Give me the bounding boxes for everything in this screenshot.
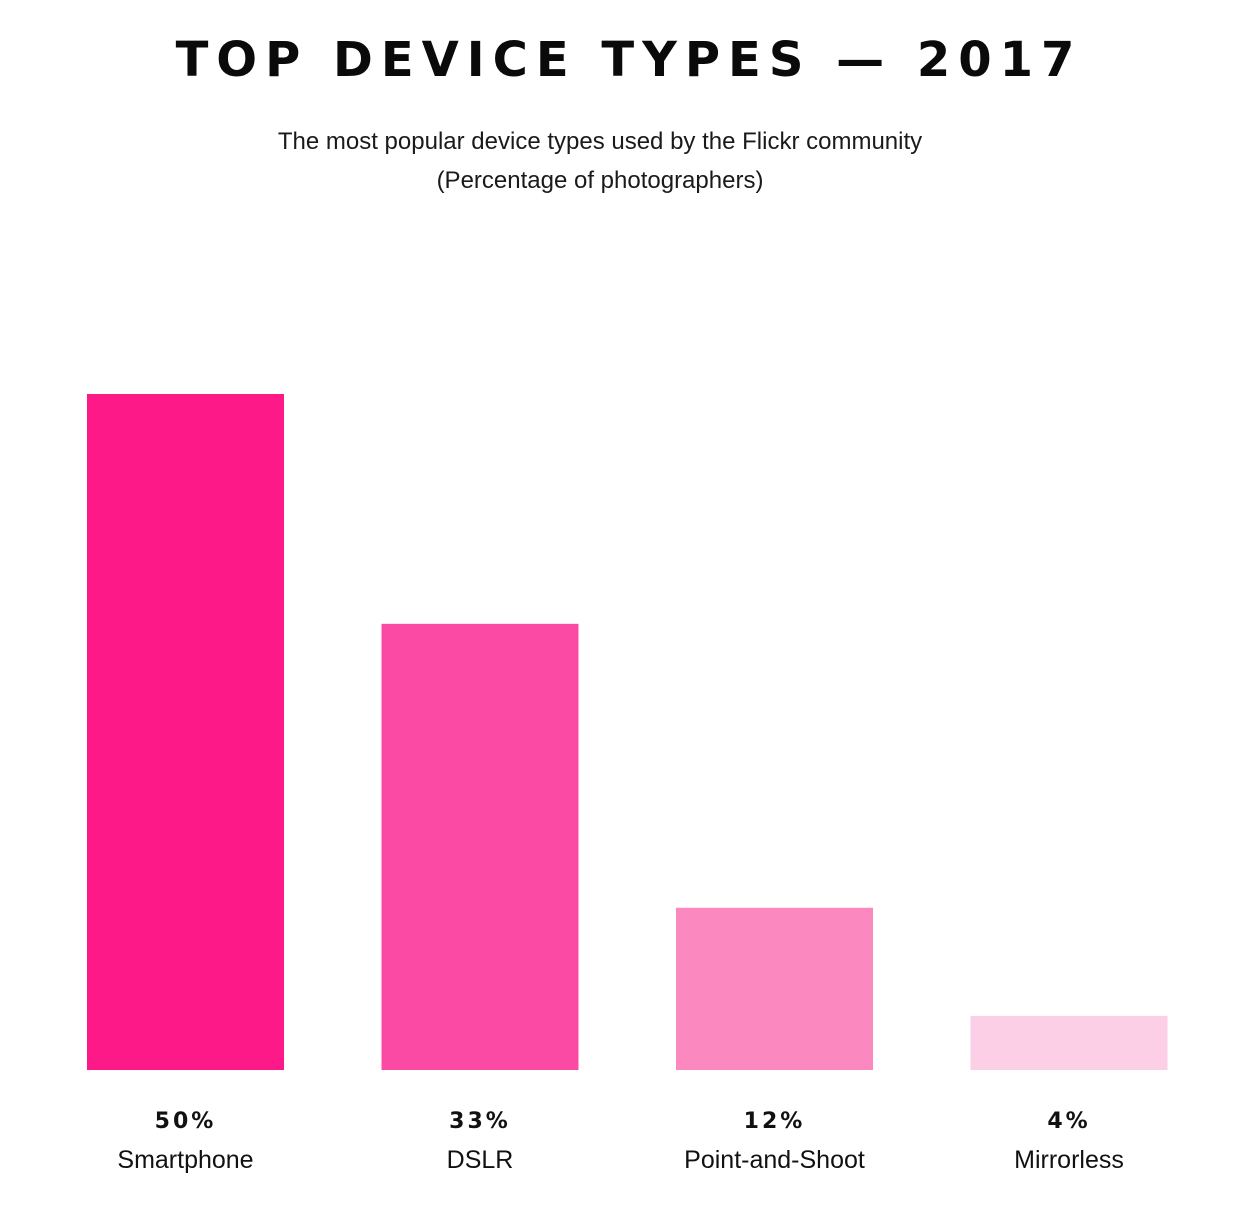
category-label: DSLR bbox=[447, 1146, 514, 1174]
chart-title: TOP DEVICE TYPES — 2017 bbox=[175, 32, 1083, 88]
bar-point-and-shoot bbox=[676, 907, 873, 1070]
value-label: 4% bbox=[1047, 1109, 1090, 1134]
chart-subtitle: The most popular device types used by th… bbox=[0, 122, 1200, 200]
category-label: Smartphone bbox=[117, 1146, 253, 1174]
category-label: Point-and-Shoot bbox=[684, 1146, 865, 1174]
bar-mirrorless bbox=[970, 1015, 1168, 1070]
subtitle-line-1: The most popular device types used by th… bbox=[277, 128, 923, 155]
value-label: 50% bbox=[155, 1109, 217, 1134]
value-label: 12% bbox=[744, 1109, 806, 1134]
category-label: Mirrorless bbox=[1014, 1146, 1124, 1174]
subtitle-line-2: (Percentage of photographers) bbox=[436, 167, 764, 194]
value-label: 33% bbox=[449, 1109, 511, 1134]
bar-dslr bbox=[381, 623, 579, 1070]
bar-smartphone bbox=[87, 394, 284, 1070]
